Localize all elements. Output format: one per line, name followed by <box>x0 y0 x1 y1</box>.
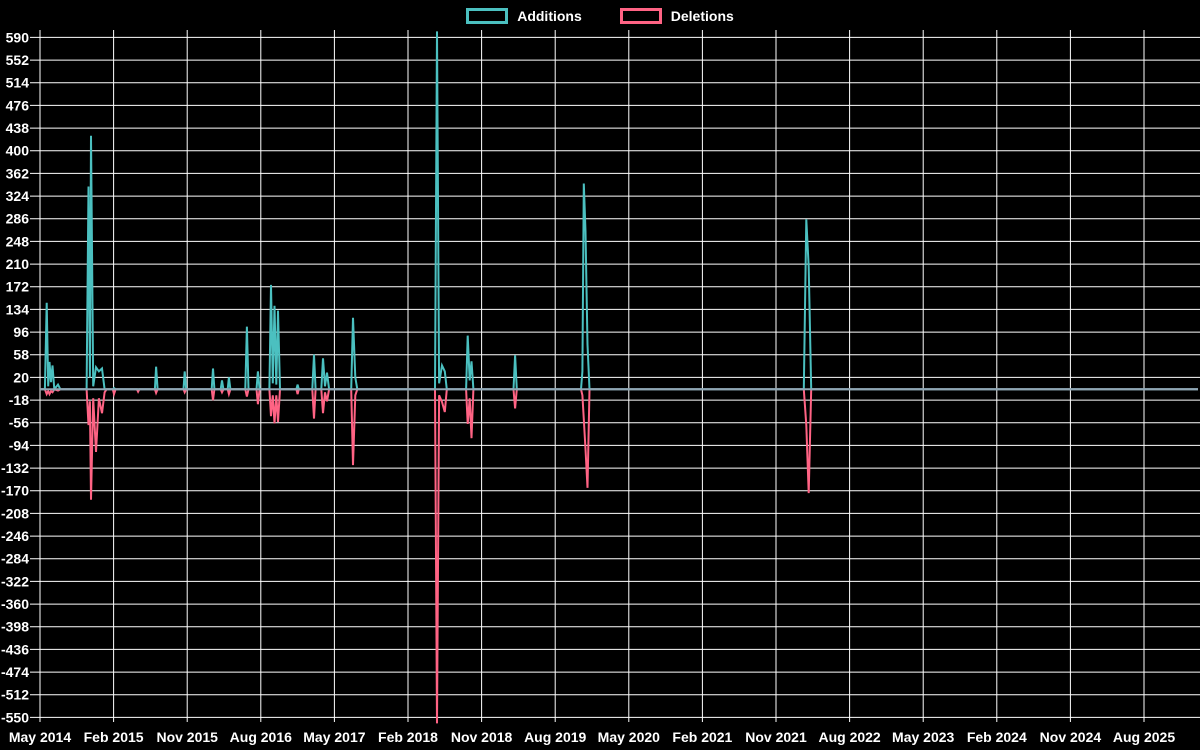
y-tick-label: -132 <box>1 460 29 476</box>
x-tick-label: Feb 2021 <box>672 729 732 745</box>
y-tick-label: 362 <box>6 165 30 181</box>
chart-legend: Additions Deletions <box>0 8 1200 24</box>
x-tick-label: Nov 2024 <box>1040 729 1102 745</box>
additions-line <box>40 31 1198 392</box>
deletions-legend-label: Deletions <box>670 8 734 24</box>
y-tick-label: 590 <box>6 29 30 45</box>
y-tick-label: -284 <box>1 551 29 567</box>
y-tick-label: -94 <box>9 437 29 453</box>
deletions-line <box>40 388 1198 724</box>
y-tick-label: 210 <box>6 256 30 272</box>
x-tick-label: Nov 2021 <box>745 729 807 745</box>
x-tick-label: May 2014 <box>9 729 71 745</box>
y-tick-label: -170 <box>1 483 29 499</box>
legend-item-deletions[interactable]: Deletions <box>619 8 734 24</box>
y-tick-label: -512 <box>1 687 29 703</box>
x-tick-label: Aug 2025 <box>1113 729 1175 745</box>
y-tick-label: 324 <box>6 188 30 204</box>
y-tick-label: 552 <box>6 52 30 68</box>
y-tick-label: 400 <box>6 143 30 159</box>
x-axis-tick-labels: May 2014 Feb 2015 Nov 2015 Aug 2016 May 2017… <box>9 729 1175 745</box>
y-tick-label: -398 <box>1 619 29 635</box>
x-tick-label: Nov 2015 <box>156 729 218 745</box>
y-tick-label: 438 <box>6 120 30 136</box>
y-tick-label: -246 <box>1 528 29 544</box>
additions-legend-swatch <box>466 8 509 24</box>
y-tick-label: 20 <box>13 369 29 385</box>
y-tick-label: 172 <box>6 279 30 295</box>
x-tick-label: May 2017 <box>303 729 365 745</box>
y-tick-label: -56 <box>9 415 29 431</box>
vertical-gridlines <box>39 30 1145 722</box>
x-tick-label: Aug 2019 <box>524 729 586 745</box>
y-tick-label: 248 <box>6 233 30 249</box>
y-tick-label: -550 <box>1 709 29 725</box>
y-tick-label: 476 <box>6 97 30 113</box>
x-tick-label: May 2023 <box>892 729 954 745</box>
legend-item-additions[interactable]: Additions <box>466 8 582 24</box>
y-tick-label: 514 <box>6 75 30 91</box>
x-tick-label: Feb 2015 <box>84 729 144 745</box>
x-tick-label: Nov 2018 <box>451 729 513 745</box>
y-tick-label: -322 <box>1 573 29 589</box>
deletions-legend-swatch <box>619 8 662 24</box>
y-tick-label: -436 <box>1 641 29 657</box>
y-tick-label: 134 <box>6 301 30 317</box>
y-tick-label: -18 <box>9 392 29 408</box>
x-tick-label: Aug 2016 <box>230 729 292 745</box>
y-tick-label: -474 <box>1 664 29 680</box>
x-tick-label: May 2020 <box>598 729 660 745</box>
y-tick-label: 58 <box>13 347 29 363</box>
x-tick-label: Aug 2022 <box>818 729 880 745</box>
x-tick-label: Feb 2018 <box>378 729 438 745</box>
y-tick-label: 96 <box>13 324 29 340</box>
y-tick-label: -208 <box>1 505 29 521</box>
y-axis-tick-labels: 590 552 514 476 438 400 362 324 286 248 210 172 134 9… <box>1 29 29 725</box>
x-tick-label: Feb 2024 <box>967 729 1027 745</box>
y-tick-label: 286 <box>6 211 30 227</box>
y-tick-label: -360 <box>1 596 29 612</box>
horizontal-gridlines <box>30 36 1200 718</box>
additions-legend-label: Additions <box>517 8 582 24</box>
